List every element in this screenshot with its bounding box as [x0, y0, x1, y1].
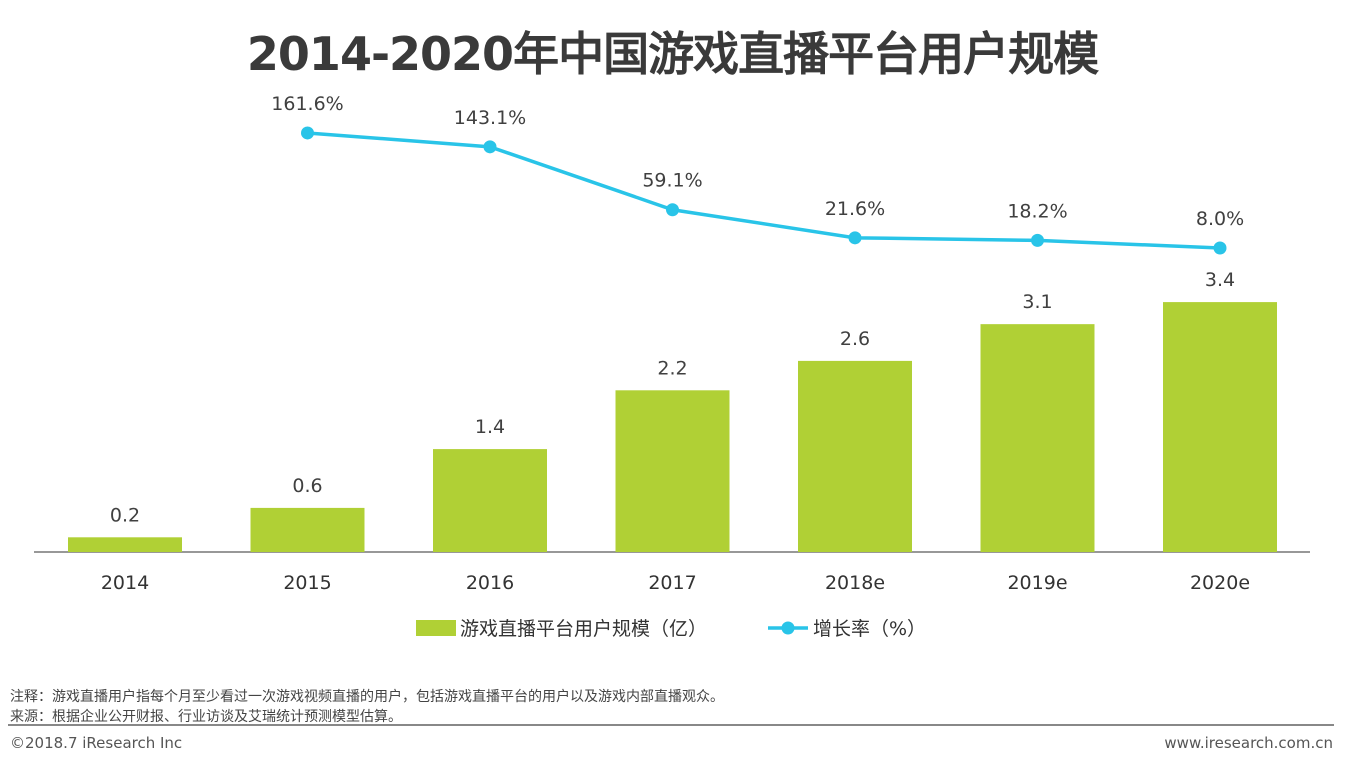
bar-label: 2.2 [657, 357, 687, 379]
x-tick-label: 2017 [648, 572, 696, 594]
growth-point [848, 231, 862, 245]
bar-label: 3.1 [1022, 291, 1052, 313]
growth-label: 143.1% [454, 107, 526, 129]
bar [615, 390, 730, 552]
growth-label: 21.6% [825, 198, 885, 220]
bar [1163, 302, 1277, 552]
growth-point [666, 203, 679, 217]
legend-bar-label: 游戏直播平台用户规模（亿） [460, 618, 707, 640]
legend-line-marker [781, 621, 795, 635]
footnote: 注释：游戏直播用户指每个月至少看过一次游戏视频直播的用户，包括游戏直播平台的用户… [10, 689, 724, 705]
x-tick-label: 2014 [101, 572, 149, 594]
bar [68, 537, 182, 552]
growth-point [1031, 233, 1044, 247]
footer-divider [8, 724, 1334, 726]
bar [980, 324, 1095, 552]
chart-title: 2014-2020年中国游戏直播平台用户规模 [246, 27, 1099, 81]
growth-point [1213, 241, 1227, 255]
legend-bar-swatch [416, 620, 456, 636]
copyright: ©2018.7 iResearch Inc [10, 734, 183, 752]
bar [250, 507, 365, 552]
bar [798, 360, 912, 552]
bar-label: 3.4 [1205, 269, 1235, 291]
growth-label: 18.2% [1007, 200, 1067, 222]
legend-line-label: 增长率（%） [813, 618, 926, 640]
source-note: 来源：根据企业公开财报、行业访谈及艾瑞统计预测模型估算。 [10, 709, 402, 725]
growth-line [307, 131, 1221, 250]
x-tick-label: 2015 [283, 572, 331, 594]
x-tick-label: 2019e [1007, 572, 1067, 594]
growth-label: 8.0% [1196, 208, 1244, 230]
x-tick-label: 2018e [825, 572, 885, 594]
growth-label: 59.1% [642, 170, 702, 192]
growth-point [301, 126, 314, 140]
website: www.iresearch.com.cn [1164, 734, 1333, 752]
x-tick-label: 2020e [1190, 572, 1250, 594]
bar-label: 2.6 [840, 328, 870, 350]
x-tick-label: 2016 [466, 572, 514, 594]
bar-label: 0.2 [110, 504, 140, 526]
growth-label: 161.6% [271, 93, 343, 115]
bar [433, 449, 547, 552]
bar-label: 1.4 [475, 416, 505, 438]
bar-label: 0.6 [292, 475, 322, 497]
growth-point [483, 140, 497, 154]
